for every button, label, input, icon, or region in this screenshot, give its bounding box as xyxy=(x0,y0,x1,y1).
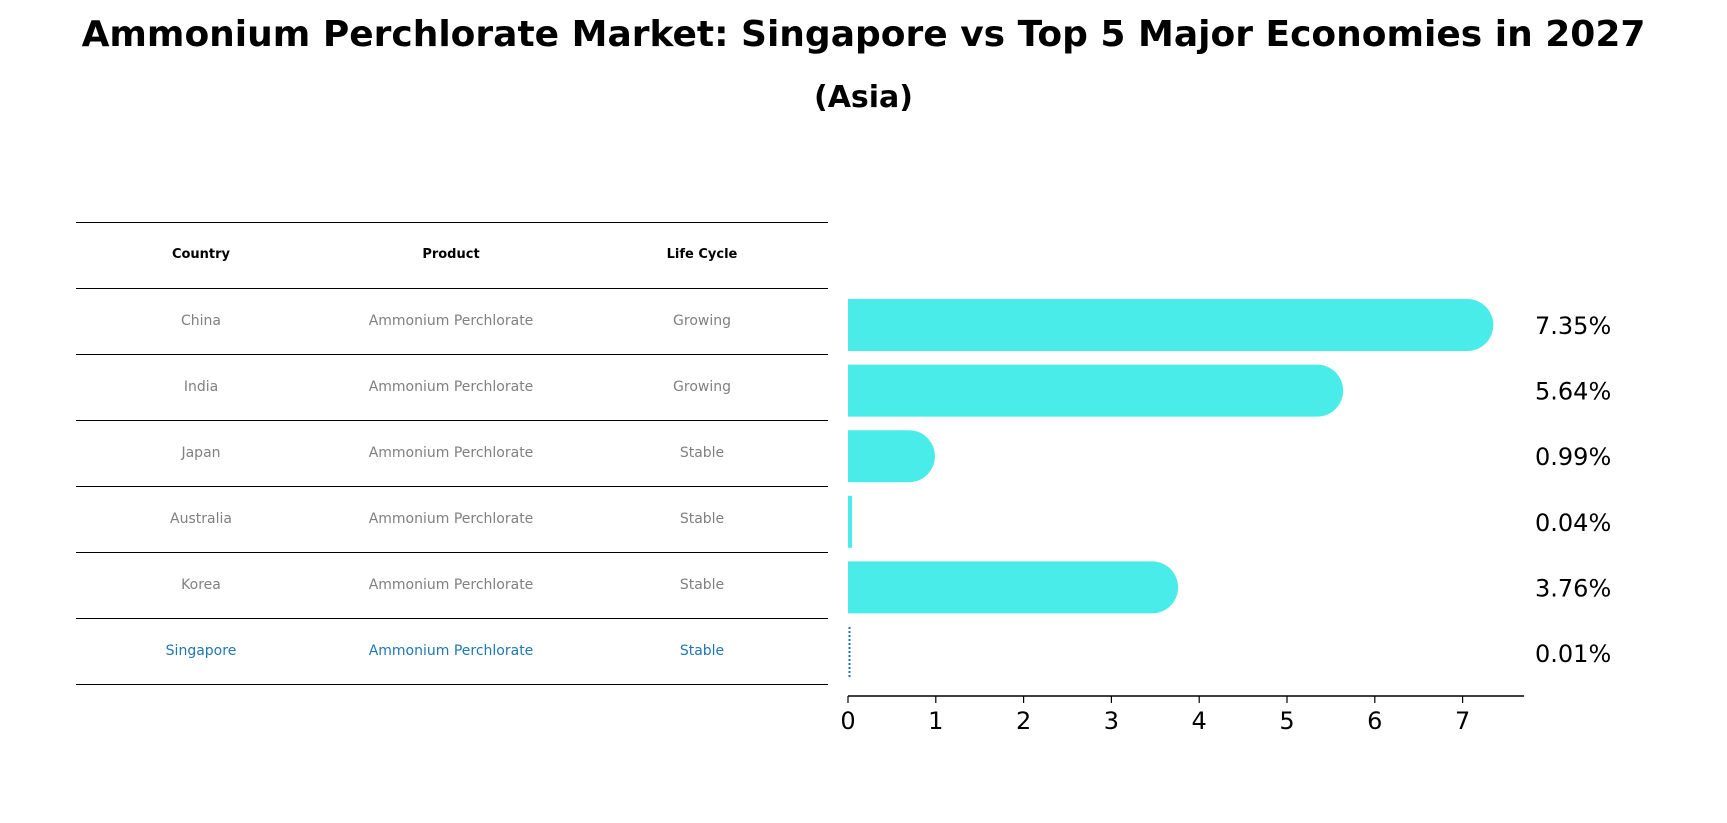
cell-product: Ammonium Perchlorate xyxy=(368,511,534,527)
value-label: 0.01% xyxy=(1535,640,1611,668)
table-row-highlight: Singapore Ammonium Perchlorate Stable xyxy=(76,618,828,685)
bar-china xyxy=(848,299,1494,351)
table-row: China Ammonium Perchlorate Growing xyxy=(76,288,828,354)
bar-korea xyxy=(848,561,1179,614)
x-tick-label: 3 xyxy=(1104,707,1119,735)
table-row: Japan Ammonium Perchlorate Stable xyxy=(76,420,828,486)
bar-australia xyxy=(848,495,852,548)
bar-india xyxy=(848,364,1344,417)
cell-life-cycle: Stable xyxy=(679,445,725,461)
chart-subtitle: (Asia) xyxy=(813,80,914,115)
table-header-row: Country Product Life Cycle xyxy=(76,222,828,288)
cell-life-cycle: Stable xyxy=(679,643,725,659)
cell-product: Ammonium Perchlorate xyxy=(368,445,534,461)
cell-life-cycle: Growing xyxy=(673,313,731,329)
header-country: Country xyxy=(171,247,231,262)
cell-country: China xyxy=(181,313,221,329)
cell-life-cycle: Growing xyxy=(673,379,731,395)
cell-product: Ammonium Perchlorate xyxy=(368,577,534,593)
value-label: 5.64% xyxy=(1535,378,1611,406)
x-tick-label: 7 xyxy=(1455,707,1470,735)
value-label: 0.99% xyxy=(1535,443,1611,471)
cell-country: Japan xyxy=(181,445,221,461)
bar-japan xyxy=(848,430,935,483)
cell-country: Australia xyxy=(170,511,232,527)
value-label: 0.04% xyxy=(1535,509,1611,537)
cell-product: Ammonium Perchlorate xyxy=(368,643,534,659)
x-tick-label: 6 xyxy=(1367,707,1382,735)
table-row: Australia Ammonium Perchlorate Stable xyxy=(76,486,828,552)
cell-life-cycle: Stable xyxy=(679,577,725,593)
x-tick-label: 1 xyxy=(928,707,943,735)
cell-life-cycle: Stable xyxy=(679,511,725,527)
header-life-cycle: Life Cycle xyxy=(666,247,738,262)
x-tick-label: 5 xyxy=(1279,707,1294,735)
cell-country: Singapore xyxy=(165,643,237,659)
value-label: 3.76% xyxy=(1535,574,1611,602)
data-table: Country Product Life Cycle China Ammoniu… xyxy=(76,222,828,685)
cell-product: Ammonium Perchlorate xyxy=(368,379,534,395)
x-tick-label: 4 xyxy=(1192,707,1207,735)
header-product: Product xyxy=(422,247,480,262)
table-row: Korea Ammonium Perchlorate Stable xyxy=(76,552,828,618)
x-tick-label: 2 xyxy=(1016,707,1031,735)
x-tick-label: 0 xyxy=(840,707,855,735)
table-row: India Ammonium Perchlorate Growing xyxy=(76,354,828,420)
chart-title: Ammonium Perchlorate Market: Singapore v… xyxy=(81,14,1646,55)
cell-country: India xyxy=(183,379,219,395)
cell-product: Ammonium Perchlorate xyxy=(368,313,534,329)
value-label: 7.35% xyxy=(1535,312,1611,340)
cell-country: Korea xyxy=(181,577,221,593)
